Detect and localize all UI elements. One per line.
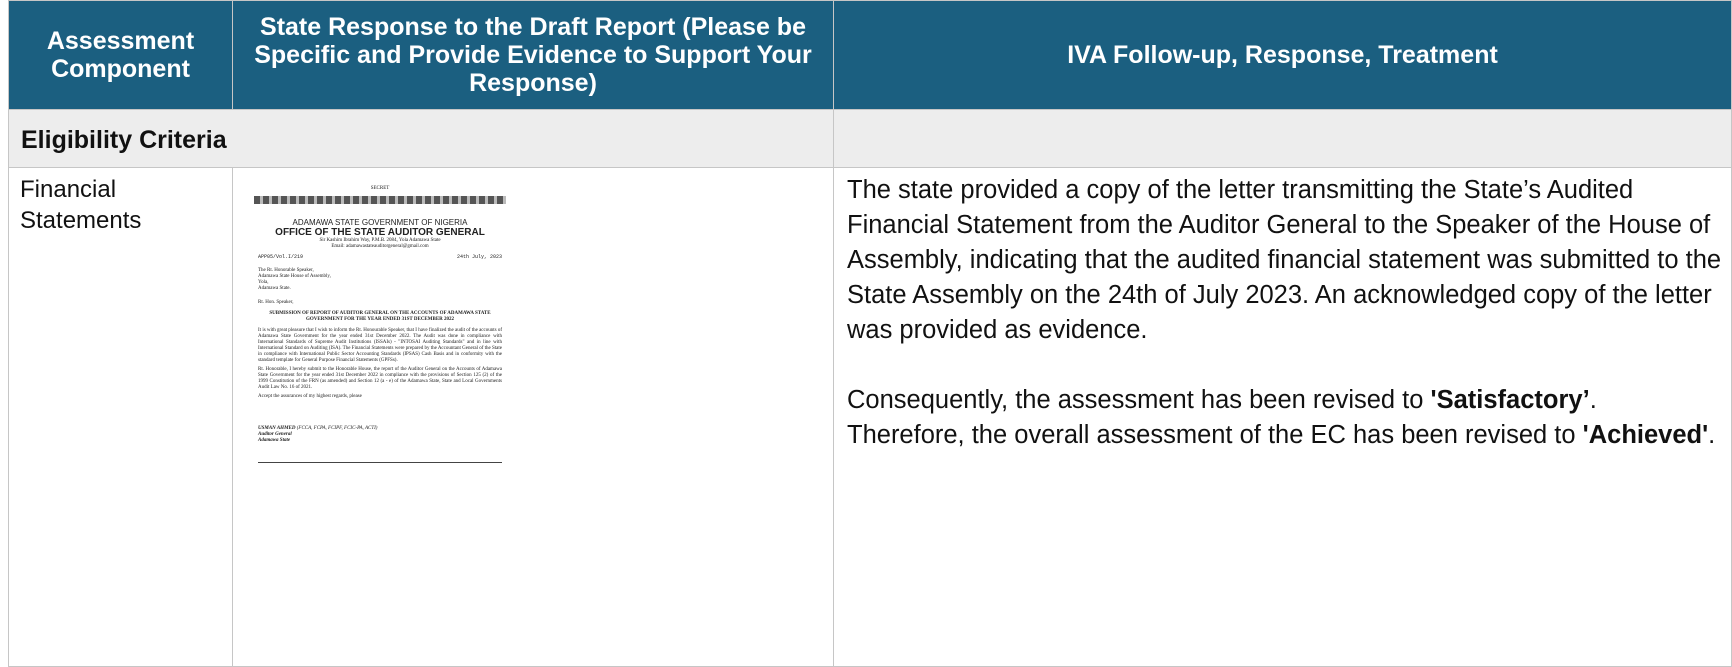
evidence-letter: SECRET ADAMAWA STATE GOVERNMENT OF NIGER… <box>248 178 512 556</box>
letter-text: OFFICE OF THE STATE AUDITOR GENERAL <box>258 227 502 238</box>
section-cell: Eligibility Criteria <box>8 109 834 168</box>
letter-text: Accept the assurances of my highest rega… <box>258 394 502 400</box>
response-paragraph: The state provided a copy of the letter … <box>847 173 1727 348</box>
letter-text: Rt. Hon. Speaker, <box>258 300 502 306</box>
response-text: Consequently, the assessment has been re… <box>847 386 1423 414</box>
response: The state provided a copy of the letter … <box>847 173 1727 453</box>
page: Assessment Component State Response to t… <box>0 0 1732 661</box>
header-cell: State Response to the Draft Report (Plea… <box>232 0 834 110</box>
letter-text: Adamawa State <box>258 438 502 444</box>
header-text: Assessment Component <box>19 27 222 83</box>
response-paragraph: Consequently, the assessment has been re… <box>847 383 1727 418</box>
response-text: Therefore, the overall assessment of the… <box>847 421 1576 449</box>
section-cell <box>833 109 1732 168</box>
response-emphasis: 'Satisfactory’ <box>1431 386 1590 414</box>
header-cell: Assessment Component <box>8 0 233 110</box>
response-emphasis: 'Achieved' <box>1583 421 1709 449</box>
letter-text: (FCCA, FCPA, FCIPF, FCIC-PA, ACTI) <box>297 426 378 431</box>
letter-text: SECRET <box>258 186 502 192</box>
component-text: Financial Statements <box>20 174 170 236</box>
body-cell: Financial Statements <box>8 167 233 667</box>
letter-rule <box>258 462 502 463</box>
header-text: State Response to the Draft Report (Plea… <box>243 13 823 97</box>
letter-text: SUBMISSION OF REPORT OF AUDITOR GENERAL … <box>268 311 492 323</box>
letter-text: 24th July, 2023 <box>457 254 502 260</box>
response-text: . <box>1590 386 1597 414</box>
letter-text: Adamawa State. <box>258 286 502 292</box>
letter-text: ADAMAWA STATE GOVERNMENT OF NIGERIA <box>258 218 502 227</box>
letter-text: Rt. Honorable, I hereby submit to the Ho… <box>258 367 502 391</box>
response-paragraph: Therefore, the overall assessment of the… <box>847 418 1727 453</box>
letter-text: It is with great pleasure that I wish to… <box>258 328 502 364</box>
header-text: IVA Follow-up, Response, Treatment <box>1067 41 1498 69</box>
letter-text: USMAN AHMED <box>258 426 295 431</box>
response-text: . <box>1708 421 1715 449</box>
letter-text: Email: adamawastateauditorgeneral@gmail.… <box>258 244 502 250</box>
section-title: Eligibility Criteria <box>21 126 227 155</box>
header-cell: IVA Follow-up, Response, Treatment <box>833 0 1732 110</box>
letterhead-band <box>254 196 506 204</box>
letter-text: APP05/Vol.I/219 <box>258 254 303 260</box>
